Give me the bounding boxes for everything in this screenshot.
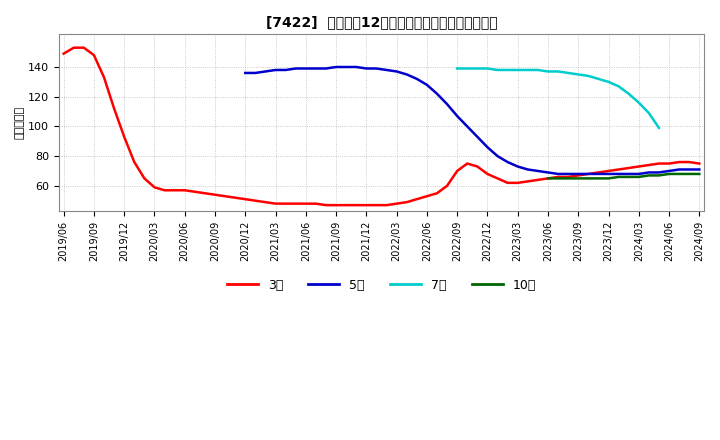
- Legend: 3年, 5年, 7年, 10年: 3年, 5年, 7年, 10年: [222, 274, 541, 297]
- Title: [7422]  経常利益12か月移動合計の標準偏差の推移: [7422] 経常利益12か月移動合計の標準偏差の推移: [266, 15, 498, 29]
- Y-axis label: （百万円）: （百万円）: [15, 106, 25, 139]
